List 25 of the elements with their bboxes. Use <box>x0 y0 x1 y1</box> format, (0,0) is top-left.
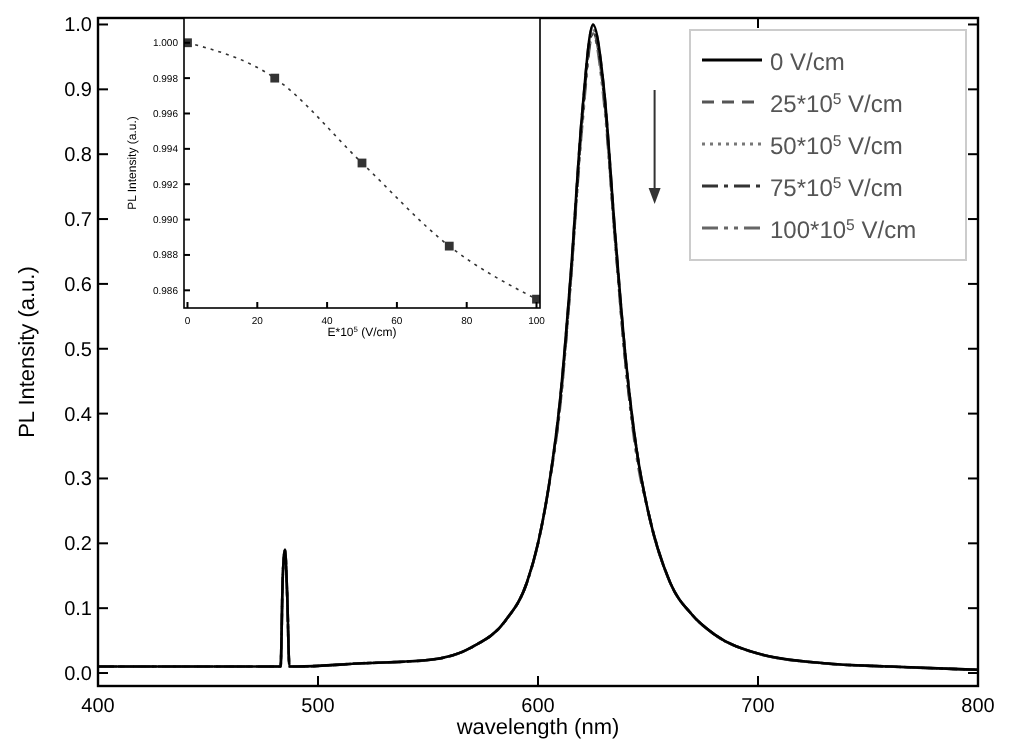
legend-label: 75*10$^{5}$ V/cm <box>770 173 903 202</box>
y-tick-label: 0.8 <box>64 145 93 168</box>
y-tick-label: 0.0 <box>64 664 93 687</box>
x-axis-title: wavelength (nm) <box>454 716 620 740</box>
y-tick-label: 0.9 <box>64 80 93 103</box>
legend-label: 0 V/cm <box>770 48 845 76</box>
x-tick-label: 800 <box>961 696 996 718</box>
y-tick-label: 0.1 <box>64 599 93 622</box>
y-tick-label: 0.2 <box>64 534 93 557</box>
legend-label: 25*10$^{5}$ V/cm <box>770 89 903 118</box>
x-tick-label: 500 <box>301 696 336 718</box>
legend-label: 100*10$^{5}$ V/cm <box>770 215 917 244</box>
point <box>270 73 280 83</box>
y-tick-label: 0.3 <box>64 469 93 492</box>
y-tick-label: 1.0 <box>64 15 93 38</box>
y-tick-label: 0.6 <box>64 274 93 297</box>
y-tick-label: 0.7 <box>64 210 93 233</box>
y-tick-label: 0.4 <box>64 404 93 427</box>
y-axis-title: PL Intensity (a.u.) <box>16 266 40 438</box>
legend-label: 50*10$^{5}$ V/cm <box>770 131 903 160</box>
x-tick-label: 400 <box>81 696 116 718</box>
x-tick-label: 700 <box>741 696 776 718</box>
point <box>444 241 454 251</box>
y-tick-label: 0.5 <box>64 339 93 362</box>
x-tick-label: 600 <box>521 696 556 718</box>
